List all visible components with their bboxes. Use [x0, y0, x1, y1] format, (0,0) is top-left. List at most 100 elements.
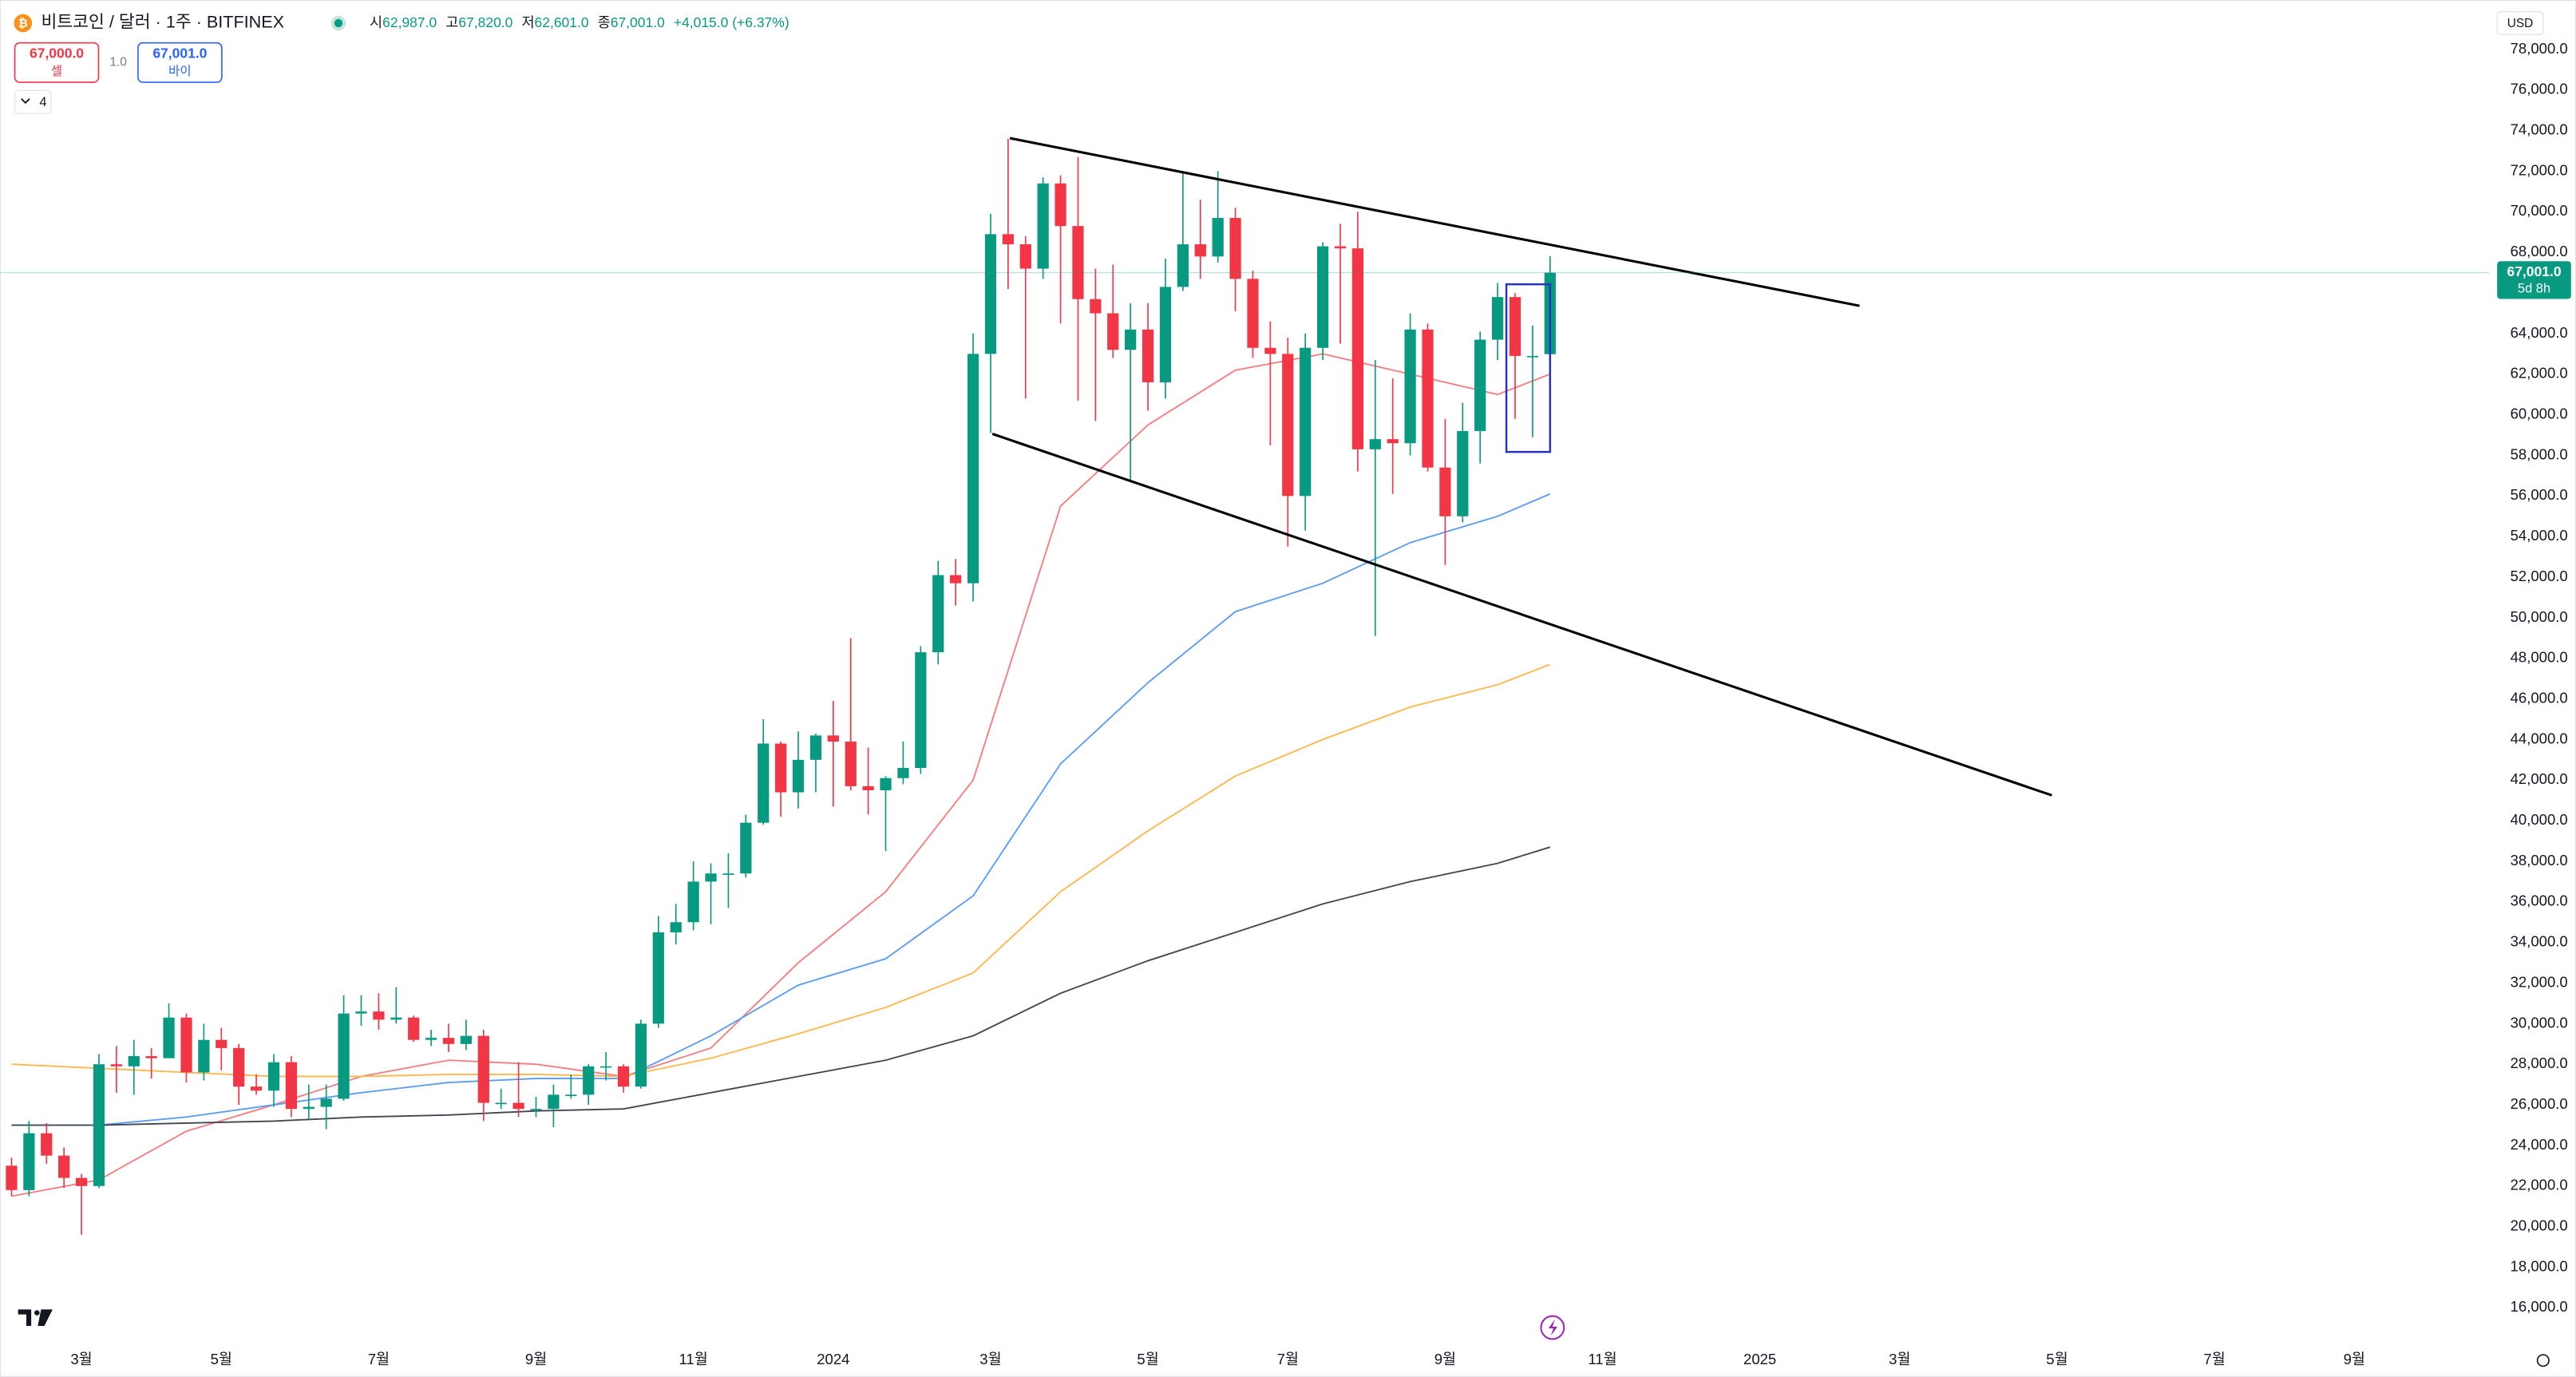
y-tick-label: 76,000.0: [2511, 81, 2568, 97]
x-tick-label: 11월: [679, 1351, 707, 1367]
sell-label: 셀: [51, 64, 62, 78]
candle-body: [477, 1035, 489, 1103]
y-tick-label: 70,000.0: [2511, 202, 2568, 219]
candle-body: [915, 652, 927, 769]
ohlc-value: 62,601.0: [535, 14, 589, 30]
candle-body: [1107, 313, 1119, 350]
candle-body: [1037, 183, 1049, 269]
sell-price: 67,000.0: [30, 46, 84, 61]
ohlc-value: 62,987.0: [382, 14, 437, 30]
candle-body: [442, 1038, 455, 1044]
candle-body: [1247, 279, 1259, 348]
y-tick-label: 60,000.0: [2511, 406, 2568, 422]
y-tick-label: 56,000.0: [2511, 486, 2568, 503]
candle-body: [390, 1017, 402, 1020]
indicators-toggle[interactable]: [14, 89, 52, 114]
y-tick-label: 26,000.0: [2511, 1095, 2568, 1112]
candle-body: [1177, 244, 1189, 287]
candle-body: [1159, 287, 1172, 382]
symbol-title[interactable]: 비트코인 / 달러 · 1주 · BITFINEX: [41, 12, 284, 32]
currency: USD: [2507, 17, 2534, 30]
x-tick-label: 7월: [1277, 1351, 1299, 1367]
y-tick-label: 68,000.0: [2511, 243, 2568, 259]
candle-body: [880, 778, 892, 790]
buy-button[interactable]: [137, 42, 223, 83]
candle-body: [1369, 439, 1381, 449]
logo-part: [34, 1310, 40, 1316]
y-tick-label: 18,000.0: [2511, 1257, 2568, 1274]
y-tick-label: 38,000.0: [2511, 852, 2568, 869]
candle-body: [583, 1066, 595, 1095]
candle-body: [338, 1013, 350, 1099]
candle-body: [599, 1066, 612, 1068]
candle-body: [1212, 217, 1224, 257]
candle-body: [512, 1102, 524, 1110]
highlight-box: [1505, 283, 1552, 453]
candle-body: [75, 1177, 88, 1186]
sell-button[interactable]: [14, 42, 100, 83]
x-tick-label: 7월: [2203, 1351, 2225, 1367]
candle-body: [1282, 354, 1294, 497]
candle-body: [110, 1064, 122, 1066]
candle-body: [530, 1109, 542, 1110]
candle-body: [1387, 439, 1399, 444]
plot-area: [0, 137, 2489, 1235]
tradingview-logo[interactable]: [18, 1309, 53, 1327]
currency-button[interactable]: [2496, 10, 2544, 36]
y-tick-label: 42,000.0: [2511, 770, 2568, 787]
y-tick-label: 34,000.0: [2511, 933, 2568, 950]
y-tick-label: 46,000.0: [2511, 689, 2568, 706]
candle-body: [145, 1056, 157, 1058]
quantity[interactable]: 1.0: [109, 55, 126, 69]
candle-body: [984, 234, 997, 354]
candle-body: [267, 1062, 280, 1091]
y-tick-label: 72,000.0: [2511, 161, 2568, 178]
candle-body: [1422, 329, 1434, 468]
x-tick-label: 3월: [979, 1351, 1001, 1367]
candle-body: [1351, 248, 1364, 449]
candle-body: [1439, 467, 1451, 516]
candle-body: [862, 785, 874, 790]
candle-body: [897, 768, 909, 778]
candle-body: [425, 1038, 437, 1040]
x-tick-label: 5월: [211, 1351, 232, 1367]
candle-body: [1474, 339, 1486, 431]
candles: [6, 138, 1556, 1235]
candle-body: [355, 1011, 367, 1014]
candle-body: [198, 1039, 210, 1073]
trendline: [1009, 137, 1860, 307]
candle-body: [722, 873, 734, 875]
candle-body: [565, 1094, 577, 1097]
candle-body: [687, 881, 699, 923]
candle-body: [1229, 217, 1241, 279]
candle-body: [1526, 355, 1539, 358]
y-tick-label: 24,000.0: [2511, 1136, 2568, 1153]
y-tick-label: 74,000.0: [2511, 121, 2568, 138]
candle-body: [41, 1133, 53, 1156]
candle-body: [1072, 226, 1084, 299]
candle-body: [1491, 297, 1504, 340]
y-tick-label: 32,000.0: [2511, 973, 2568, 990]
y-tick-label: 58,000.0: [2511, 445, 2568, 462]
candle-body: [1090, 299, 1102, 314]
candle-body: [128, 1056, 140, 1066]
candle-body: [233, 1047, 245, 1087]
y-tick-label: 30,000.0: [2511, 1014, 2568, 1031]
last-price-box: [2497, 261, 2571, 299]
candle-body: [1509, 297, 1521, 356]
candle-body: [180, 1017, 192, 1073]
market-status-dot: [334, 18, 343, 28]
ohlc-label: 시: [370, 14, 382, 30]
settings-icon[interactable]: [2536, 1354, 2550, 1367]
x-tick-label: 9월: [525, 1351, 547, 1367]
y-tick-label: 20,000.0: [2511, 1217, 2568, 1234]
candle-body: [460, 1035, 473, 1044]
candle-body: [775, 743, 787, 793]
y-tick-label: 22,000.0: [2511, 1177, 2568, 1193]
candle-body: [1404, 329, 1416, 444]
x-tick-label: 5월: [2046, 1351, 2068, 1367]
ohlc-values: 시62,987.0 고67,820.0 저62,601.0 종67,001.0 …: [370, 14, 789, 30]
indicators-count: 4: [39, 95, 46, 109]
